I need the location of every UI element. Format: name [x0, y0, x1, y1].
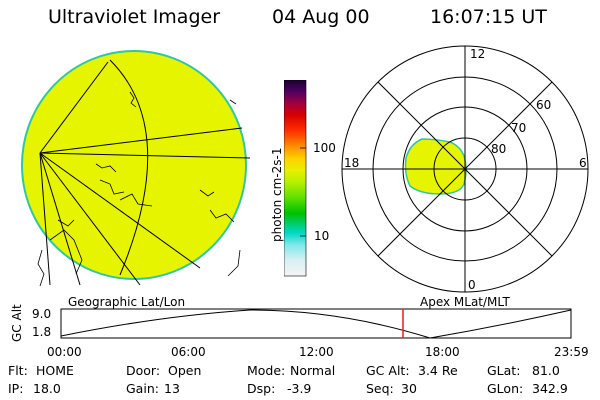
seq-label: Seq:	[366, 381, 394, 396]
gc-alt-ytick-1-8: 1.8	[32, 325, 52, 339]
gc-alt-xtick-0600: 06:00	[171, 345, 206, 359]
gc-alt-info-value: 3.4 Re	[418, 363, 458, 378]
dsp-label: Dsp:	[247, 381, 276, 396]
auroral-oval-emission	[404, 138, 467, 195]
gc-alt-info-label: GC Alt:	[366, 363, 410, 378]
glon-label: GLon:	[487, 381, 524, 396]
mlat-label-80: 80	[491, 142, 507, 156]
date-label: 04 Aug 00	[272, 6, 370, 28]
gain-value: 13	[164, 381, 180, 396]
flt-value: HOME	[36, 363, 74, 378]
flt-label: Flt:	[8, 363, 28, 378]
ip-value: 18.0	[33, 381, 61, 396]
color-bar	[284, 80, 307, 277]
left-panel-caption: Geographic Lat/Lon	[68, 295, 186, 309]
gc-alt-xtick-1800: 18:00	[425, 345, 460, 359]
geographic-image-panel	[21, 50, 251, 287]
mode-value: Normal	[290, 363, 336, 378]
time-label: 16:07:15 UT	[430, 6, 547, 28]
gc-alt-xtick-1200: 12:00	[299, 345, 334, 359]
gc-alt-plot	[60, 308, 572, 339]
mlt-label-12: 12	[470, 47, 486, 61]
gc-alt-ytick-9: 9.0	[32, 307, 52, 321]
glat-label: GLat:	[487, 363, 521, 378]
gc-alt-xtick-2359: 23:59	[554, 345, 589, 359]
instrument-title: Ultraviolet Imager	[48, 6, 221, 28]
mode-label: Mode:	[247, 363, 286, 378]
mlat-label-70: 70	[511, 121, 527, 135]
seq-value: 30	[401, 381, 417, 396]
uv-emission-disk	[21, 50, 247, 280]
gc-alt-ylabel: GC Alt	[10, 304, 24, 342]
ip-label: IP:	[8, 381, 24, 396]
lat-lon-grid	[39, 59, 251, 286]
mlt-label-6: 6	[579, 156, 587, 170]
mlt-label-18: 18	[344, 156, 360, 170]
dsp-value: -3.9	[287, 381, 312, 396]
mlt-label-0: 0	[468, 278, 476, 292]
gc-alt-xtick-0000: 00:00	[47, 345, 82, 359]
colorbar-unit-label: photon cm-2s-1	[270, 147, 284, 243]
polar-grid	[341, 45, 589, 293]
coastlines	[37, 91, 241, 287]
colorbar-tick-10: 10	[314, 229, 330, 243]
mlat-label-60: 60	[536, 98, 552, 112]
colorbar-tick-100: 100	[313, 141, 336, 155]
door-label: Door:	[126, 363, 161, 378]
gc-alt-curve	[60, 309, 572, 339]
glon-value: 342.9	[532, 381, 568, 396]
gain-label: Gain:	[126, 381, 159, 396]
polar-plot	[341, 45, 589, 293]
door-value: Open	[168, 363, 202, 378]
glat-value: 81.0	[532, 363, 560, 378]
right-panel-caption: Apex MLat/MLT	[420, 295, 510, 309]
